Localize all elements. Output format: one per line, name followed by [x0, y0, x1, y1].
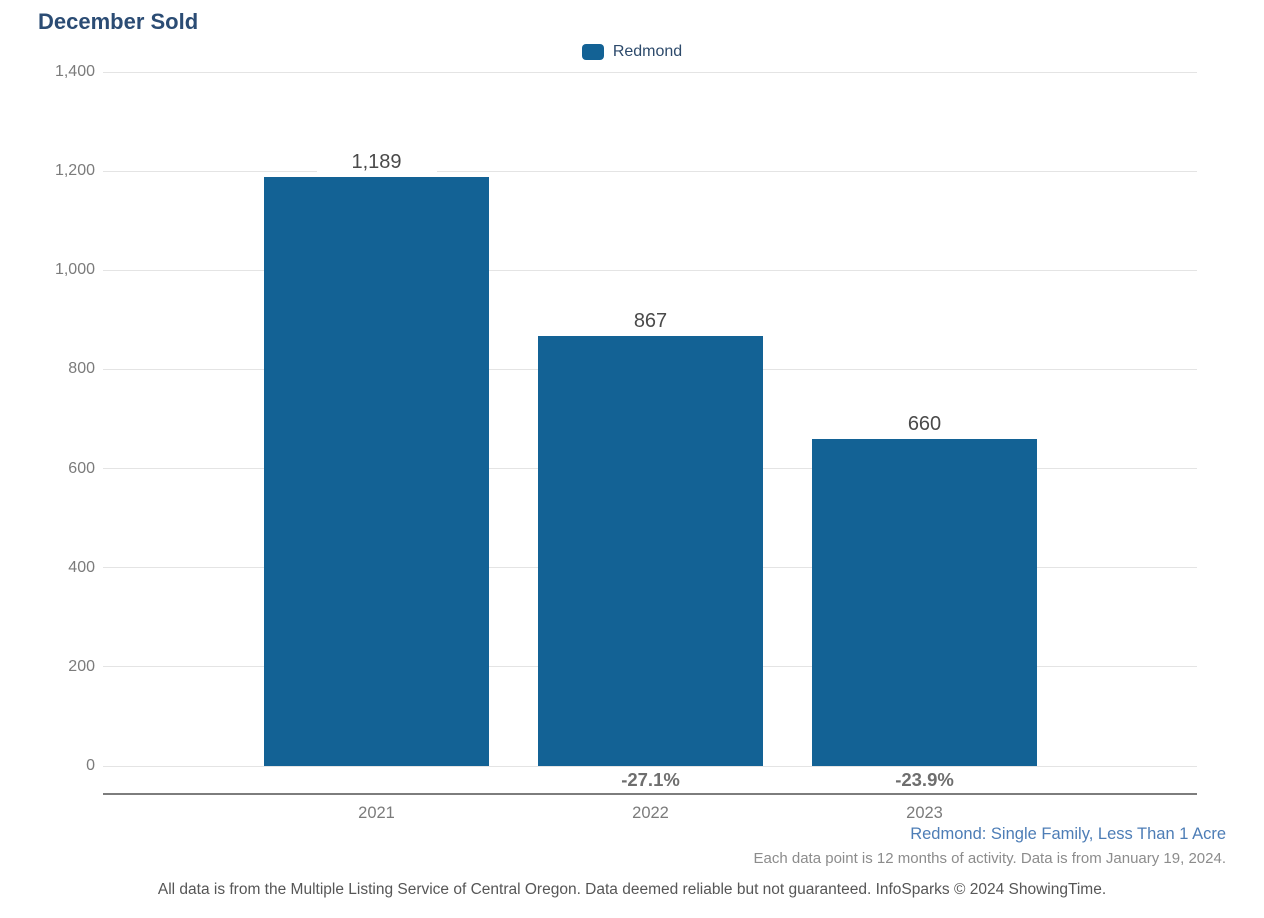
footnote-data-note: Each data point is 12 months of activity… [753, 850, 1226, 867]
pct-change-label: -27.1% [621, 769, 680, 790]
footnote-disclaimer: All data is from the Multiple Listing Se… [157, 881, 1107, 898]
pct-change-label: -23.9% [895, 769, 954, 790]
bar-2021[interactable] [264, 176, 489, 766]
footnote-filter-criteria: Redmond: Single Family, Less Than 1 Acre [910, 825, 1226, 843]
y-gridline [103, 269, 1197, 271]
x-tick-label: 2022 [632, 804, 669, 822]
y-tick-label: 1,200 [54, 162, 95, 180]
x-tick-label: 2023 [906, 804, 943, 822]
x-axis-line [103, 793, 1197, 795]
y-tick-label: 1,000 [54, 261, 95, 279]
y-gridline [103, 170, 1197, 172]
chart-title: December Sold [38, 9, 199, 34]
y-gridline [103, 765, 1197, 767]
y-tick-label: 200 [68, 657, 95, 675]
legend-label: Redmond [612, 43, 683, 60]
y-tick-label: 600 [68, 459, 95, 477]
bar-value-label: 660 [864, 411, 985, 436]
legend[interactable]: Redmond [0, 42, 1264, 62]
bar-2022[interactable] [538, 336, 763, 766]
y-tick-label: 800 [68, 360, 95, 378]
legend-swatch-redmond [581, 44, 604, 60]
y-gridline [103, 71, 1197, 73]
x-tick-label: 2021 [358, 804, 395, 822]
bar-2023[interactable] [812, 438, 1037, 766]
bar-value-label: 1,189 [316, 149, 437, 174]
bar-value-label: 867 [590, 309, 711, 334]
y-tick-label: 400 [68, 558, 95, 576]
y-tick-label: 0 [86, 757, 95, 774]
y-tick-label: 1,400 [54, 63, 95, 80]
